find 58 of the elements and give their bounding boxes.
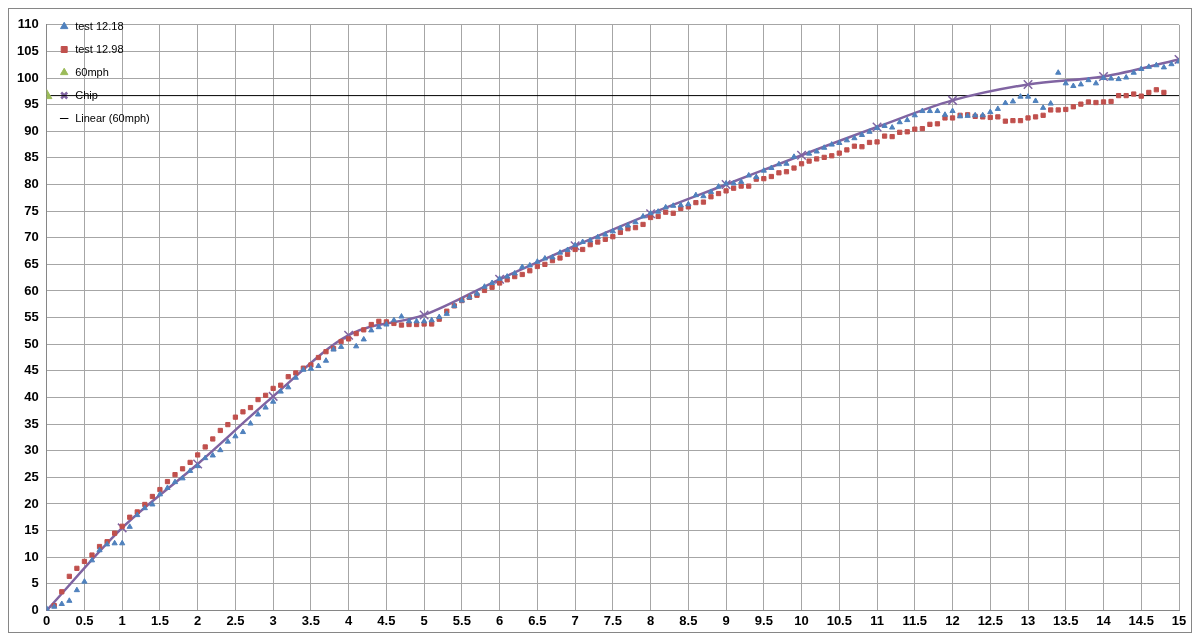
x-tick-label: 3	[269, 612, 277, 628]
legend-label: test 12.98	[75, 42, 124, 55]
x-tick-label: 3.5	[301, 612, 320, 628]
x-tick-label: 1.5	[150, 612, 169, 628]
y-tick-label: 30	[24, 442, 39, 458]
x-tick-label: 12.5	[977, 612, 1003, 628]
y-tick-label: 25	[24, 468, 39, 484]
x-tick-label: 13	[1020, 612, 1036, 628]
y-tick-label: 85	[24, 149, 39, 165]
x-tick-label: 12	[945, 612, 960, 628]
y-tick-label: 35	[24, 415, 39, 431]
y-tick-label: 80	[24, 176, 39, 192]
x-tick-label: 13.5	[1053, 612, 1079, 628]
x-tick-label: 11.5	[902, 612, 928, 628]
x-tick-label: 8.5	[679, 612, 698, 628]
y-tick-label: 40	[24, 389, 39, 405]
x-tick-label: 15	[1171, 612, 1187, 628]
x-tick-label: 9.5	[754, 612, 773, 628]
y-tick-label: 65	[24, 255, 39, 271]
y-tick-label: 0	[31, 601, 39, 617]
x-tick-label: 7.5	[603, 612, 622, 628]
x-tick-label: 5.5	[452, 612, 471, 628]
x-tick-label: 10.5	[826, 612, 852, 628]
x-tick-label: 6	[496, 612, 504, 628]
y-tick-label: 45	[24, 362, 39, 378]
x-tick-label: 7	[571, 612, 579, 628]
x-tick-label: 11	[870, 612, 884, 628]
x-tick-label: 14	[1096, 612, 1112, 628]
x-tick-label: 1	[118, 612, 126, 628]
x-tick-label: 9	[722, 612, 730, 628]
x-tick-label: 2.5	[226, 612, 245, 628]
y-tick-label: 15	[24, 522, 39, 538]
y-tick-label: 90	[24, 122, 39, 138]
legend-label: Linear (60mph)	[75, 111, 150, 124]
x-tick-label: 6.5	[528, 612, 547, 628]
x-tick-label: 10	[794, 612, 809, 628]
y-tick-label: 60	[24, 282, 39, 298]
y-tick-label: 10	[24, 548, 39, 564]
y-tick-label: 95	[24, 96, 39, 112]
legend-label: test 12.18	[75, 19, 124, 32]
y-tick-label: 50	[24, 335, 39, 351]
x-tick-label: 5	[420, 612, 428, 628]
y-tick-label: 55	[24, 309, 39, 325]
legend-label: 60mph	[75, 65, 109, 78]
x-tick-label: 4	[345, 612, 354, 628]
y-tick-label: 5	[31, 575, 39, 591]
y-tick-label: 70	[24, 229, 39, 245]
x-tick-label: 0.5	[75, 612, 94, 628]
y-tick-label: 105	[16, 43, 39, 58]
y-tick-label: 100	[16, 69, 39, 85]
x-tick-label: 4.5	[377, 612, 396, 628]
x-tick-label: 0	[43, 612, 51, 628]
y-tick-label: 20	[24, 495, 39, 511]
x-tick-label: 14.5	[1128, 612, 1154, 628]
y-tick-label: 75	[24, 202, 39, 218]
y-tick-label: 110	[17, 16, 39, 32]
x-tick-label: 2	[194, 612, 202, 628]
x-tick-label: 8	[646, 612, 655, 628]
